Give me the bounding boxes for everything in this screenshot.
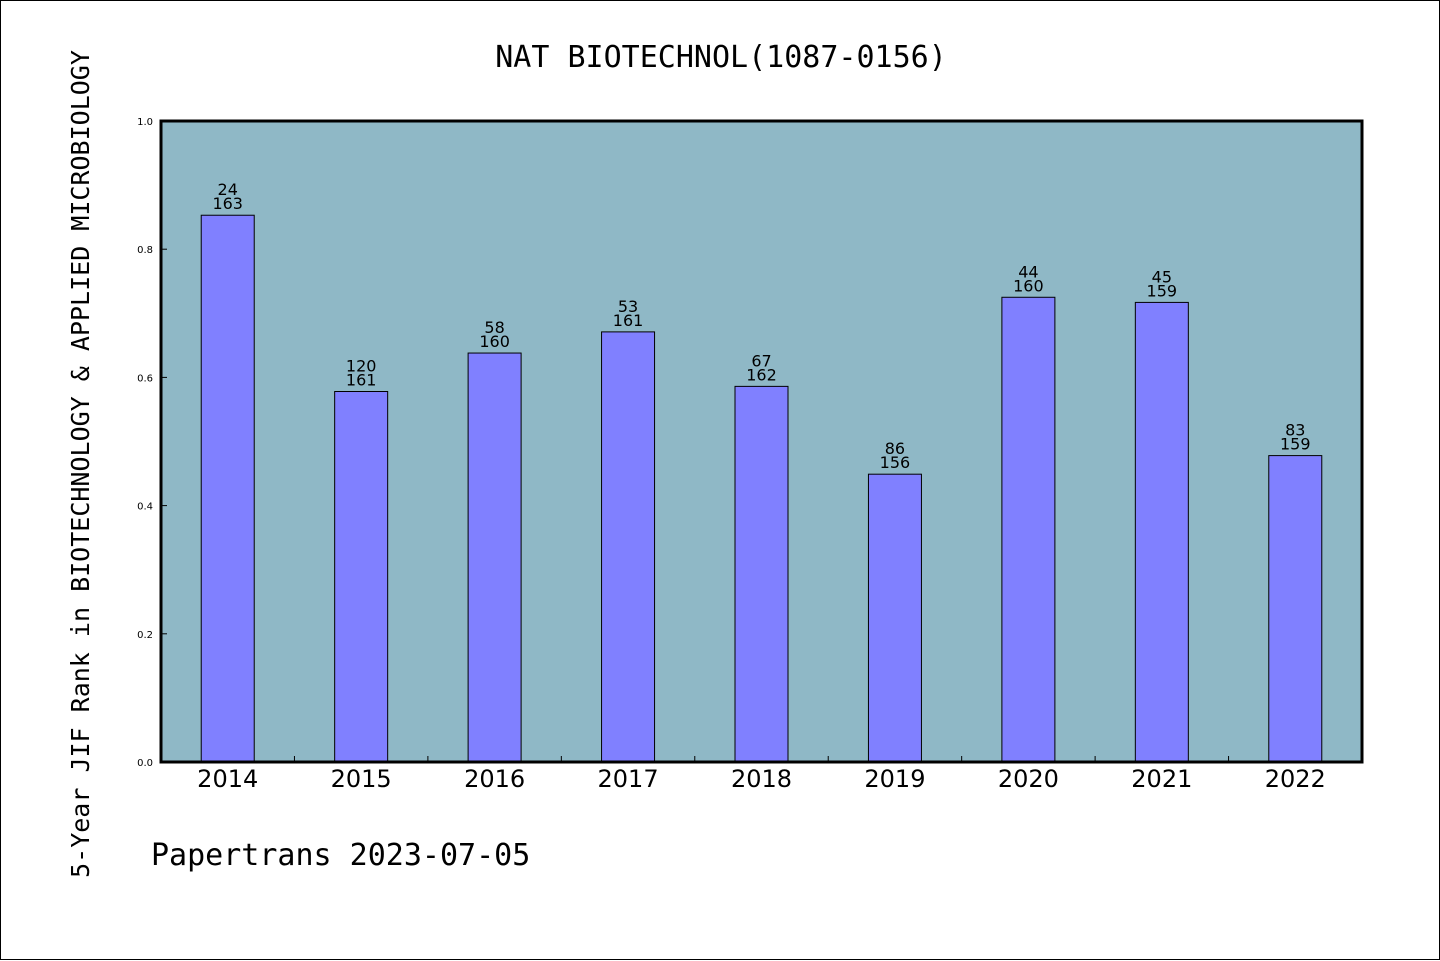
x-tick-label: 2019 xyxy=(864,765,925,793)
bar-rank-label: 120 xyxy=(346,357,377,376)
y-tick-label: 0.8 xyxy=(137,245,153,256)
bar-rank-label: 58 xyxy=(484,318,504,337)
bars-group xyxy=(200,214,1323,763)
x-tick-label: 2014 xyxy=(197,765,258,793)
bar-2019 xyxy=(867,473,922,763)
bar-total-label: 160 xyxy=(479,332,510,351)
x-tick-label: 2016 xyxy=(464,765,525,793)
y-axis-label: 5-Year JIF Rank in BIOTECHNOLOGY & APPLI… xyxy=(66,50,95,878)
bar-rank-label: 24 xyxy=(218,180,238,199)
y-tick-label: 0.4 xyxy=(137,502,153,513)
y-tick-label: 0.0 xyxy=(137,758,153,769)
bar-rank-label: 83 xyxy=(1285,421,1305,440)
bar-total-label: 161 xyxy=(613,311,644,330)
bar-2015 xyxy=(334,391,389,763)
bar-2018 xyxy=(734,385,789,763)
x-tick-label: 2017 xyxy=(598,765,659,793)
x-tick-label: 2021 xyxy=(1131,765,1192,793)
bar-total-label: 159 xyxy=(1280,435,1311,454)
bar-2020 xyxy=(1001,296,1056,763)
plot-frame xyxy=(159,119,1364,764)
bar-rank-label: 53 xyxy=(618,297,638,316)
bar-rank-label: 67 xyxy=(751,351,771,370)
footer-credit: Papertrans 2023-07-05 xyxy=(151,838,530,873)
y-tick-label: 1.0 xyxy=(137,117,153,128)
bar-total-label: 160 xyxy=(1013,276,1044,295)
bar-2021 xyxy=(1134,301,1189,763)
bar-2014 xyxy=(200,214,255,763)
bar-total-label: 156 xyxy=(880,453,911,472)
bar-total-label: 163 xyxy=(212,194,243,213)
bar-rank-label: 45 xyxy=(1152,267,1172,286)
x-tick-label: 2018 xyxy=(731,765,792,793)
bar-2017 xyxy=(601,331,656,763)
bar-rank-label: 44 xyxy=(1018,262,1038,281)
bar-total-label: 159 xyxy=(1147,281,1178,300)
bar-2016 xyxy=(467,352,522,763)
chart-title: NAT BIOTECHNOL(1087-0156) xyxy=(495,40,947,75)
bar-total-label: 162 xyxy=(746,365,777,384)
bar-total-label: 161 xyxy=(346,371,377,390)
bar-rank-label: 86 xyxy=(885,439,905,458)
y-tick-label: 0.2 xyxy=(137,630,153,641)
y-tick-label: 0.6 xyxy=(137,373,153,384)
x-tick-label: 2022 xyxy=(1265,765,1326,793)
x-tick-label: 2015 xyxy=(331,765,392,793)
x-axis-ticks: 2014 2015 2016 2017 2018 2019 2020 2021 2022 xyxy=(197,756,1326,793)
x-tick-label: 2020 xyxy=(998,765,1059,793)
bar-2022 xyxy=(1268,455,1323,763)
